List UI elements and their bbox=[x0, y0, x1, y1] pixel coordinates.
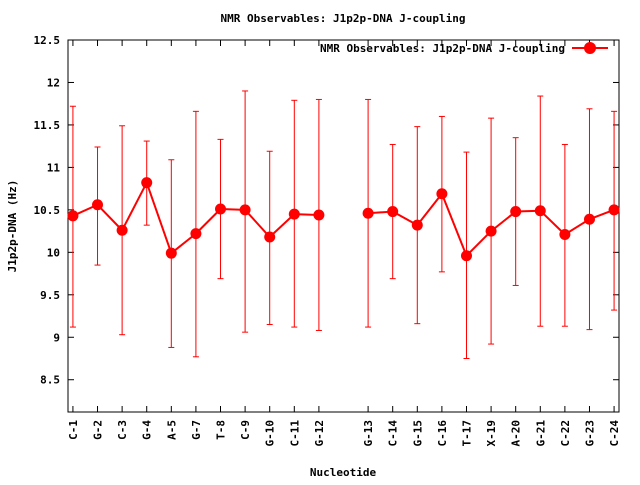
series-line-segment bbox=[440, 193, 468, 257]
data-point bbox=[215, 203, 227, 215]
y-tick-label: 10 bbox=[47, 246, 60, 259]
x-tick-label: G-15 bbox=[411, 420, 424, 447]
x-tick-label: X-19 bbox=[485, 420, 498, 447]
x-tick-label: G-13 bbox=[362, 420, 375, 447]
data-point bbox=[510, 206, 522, 218]
x-tick-label: C-14 bbox=[387, 420, 400, 447]
x-tick-label: C-3 bbox=[116, 420, 129, 440]
data-point bbox=[239, 204, 251, 216]
data-point bbox=[116, 224, 128, 236]
x-tick-label: G-7 bbox=[190, 420, 203, 440]
x-tick-label: C-11 bbox=[288, 420, 301, 447]
x-tick-label: C-1 bbox=[67, 420, 80, 440]
chart-title: NMR Observables: J1p2p-DNA J-coupling bbox=[220, 12, 465, 25]
plot-frame bbox=[67, 39, 620, 413]
legend-marker bbox=[584, 42, 596, 54]
y-tick-label: 10.5 bbox=[34, 204, 61, 217]
data-point bbox=[534, 205, 546, 217]
series-line-segment bbox=[244, 209, 271, 238]
series-line-segment bbox=[416, 193, 443, 226]
y-tick-label: 9 bbox=[53, 331, 60, 344]
data-point bbox=[608, 204, 620, 216]
series-line-segment bbox=[465, 230, 492, 257]
data-point bbox=[288, 208, 300, 220]
x-tick-label: G-12 bbox=[313, 420, 326, 447]
series-line-segment bbox=[145, 182, 173, 254]
legend: NMR Observables: J1p2p-DNA J-coupling bbox=[320, 42, 608, 55]
data-point bbox=[362, 207, 374, 219]
data-point bbox=[264, 231, 276, 243]
x-axis-label: Nucleotide bbox=[310, 466, 377, 479]
x-tick-label: T-17 bbox=[460, 420, 473, 447]
x-tick-label: T-8 bbox=[215, 420, 228, 440]
series-line-segment bbox=[121, 182, 148, 231]
series-line-segment bbox=[269, 213, 295, 238]
x-tick-label: G-23 bbox=[583, 420, 596, 447]
x-tick-label: C-16 bbox=[436, 420, 449, 447]
y-axis-label: J1p2p-DNA (Hz) bbox=[6, 180, 19, 273]
data-point bbox=[190, 228, 202, 240]
x-tick-label: C-24 bbox=[608, 420, 621, 447]
data-point bbox=[387, 206, 399, 218]
series-line-segment bbox=[539, 209, 566, 236]
data-point bbox=[583, 213, 595, 225]
x-tick-label: G-4 bbox=[141, 420, 154, 440]
data-point bbox=[436, 188, 448, 200]
y-tick-label: 11 bbox=[47, 161, 61, 174]
x-tick-label: C-9 bbox=[239, 420, 252, 440]
data-point bbox=[165, 247, 177, 259]
x-tick-label: G-10 bbox=[264, 420, 277, 447]
data-point bbox=[92, 199, 104, 211]
x-tick-label: G-21 bbox=[534, 420, 547, 447]
series-line-segment bbox=[195, 208, 222, 235]
data-point bbox=[67, 210, 79, 222]
data-point bbox=[559, 228, 571, 240]
y-tick-label: 9.5 bbox=[40, 289, 60, 302]
data-point bbox=[313, 209, 325, 221]
y-tick-label: 8.5 bbox=[40, 374, 60, 387]
data-point bbox=[460, 250, 472, 262]
y-tick-label: 12.5 bbox=[34, 34, 61, 47]
y-tick-label: 11.5 bbox=[34, 119, 61, 132]
x-tick-label: G-2 bbox=[92, 420, 105, 440]
data-point bbox=[411, 219, 423, 231]
legend-label: NMR Observables: J1p2p-DNA J-coupling bbox=[320, 42, 565, 55]
data-point bbox=[141, 177, 153, 189]
y-tick-label: 12 bbox=[47, 76, 60, 89]
x-tick-label: A-5 bbox=[165, 420, 178, 440]
x-tick-label: A-20 bbox=[510, 420, 523, 447]
x-tick-label: C-22 bbox=[559, 420, 572, 447]
series-line-segment bbox=[96, 204, 123, 231]
data-point bbox=[485, 225, 497, 237]
